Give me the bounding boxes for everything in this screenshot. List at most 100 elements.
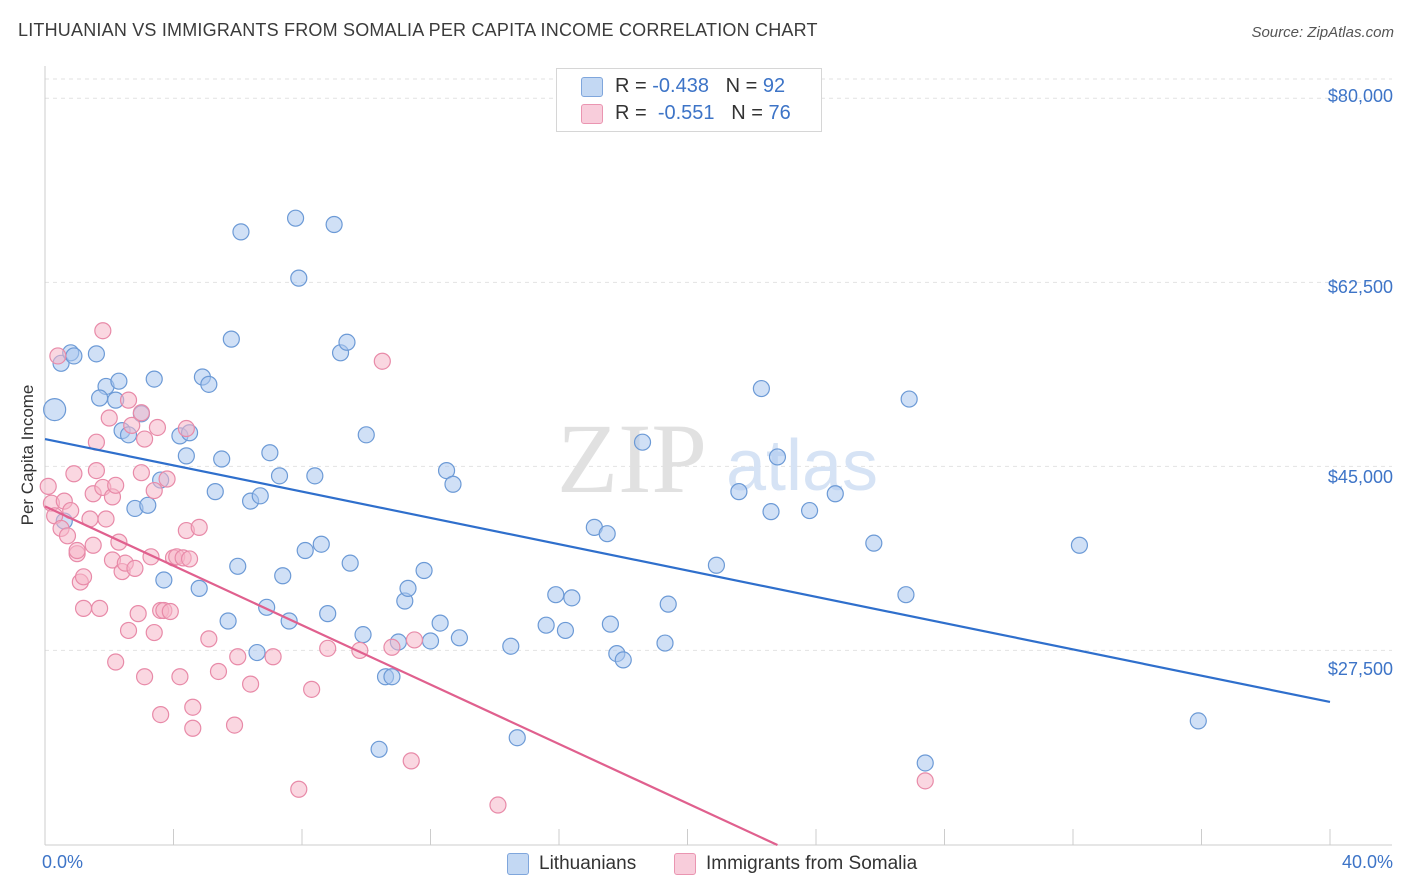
lithuanians-point	[248, 643, 266, 662]
y-tick-45000: $45,000	[1327, 467, 1393, 487]
stats-legend: R = -0.438 N = 92 R = -0.551 N = 76	[556, 68, 822, 132]
lithuanians-point	[897, 586, 915, 604]
lithuanians-point	[563, 589, 581, 607]
somalia-point	[145, 481, 163, 500]
lithuanians-point	[286, 209, 305, 227]
lithuanians-point	[1070, 536, 1089, 554]
lithuanians-point	[91, 389, 109, 407]
somalia-point	[200, 630, 218, 648]
somalia-point	[190, 518, 208, 536]
somalia-point	[405, 631, 424, 649]
somalia-point	[177, 419, 195, 438]
lithuanians-point	[338, 333, 356, 351]
somalia-point	[68, 541, 86, 560]
legend-r-2: -0.551	[657, 102, 715, 124]
chart-title: LITHUANIAN VS IMMIGRANTS FROM SOMALIA PE…	[18, 20, 818, 40]
lithuanians-point	[222, 330, 240, 348]
somalia-point	[180, 550, 199, 568]
legend-swatch-lithuanians	[507, 852, 529, 875]
lithuanians-point	[296, 541, 314, 560]
lithuanians-point	[190, 579, 208, 597]
somalia-point	[145, 623, 163, 642]
watermark-atlas: atlas	[726, 426, 878, 506]
somalia-point	[65, 465, 83, 483]
lithuanians-point	[43, 397, 67, 422]
legend-n-1: 92	[762, 75, 786, 97]
lithuanians-point	[229, 557, 247, 575]
legend-item-lithuanians: Lithuanians	[507, 852, 636, 876]
lithuanians-point	[354, 626, 372, 644]
legend-row-lithuanians: R = -0.438 N = 92	[581, 73, 785, 99]
lithuanians-point	[274, 567, 292, 585]
lithuanians-point	[656, 634, 674, 652]
source-note: Source: ZipAtlas.com	[1251, 24, 1394, 41]
somalia-point	[489, 796, 507, 814]
somalia-point	[39, 477, 57, 495]
somalia-point	[402, 752, 420, 770]
lithuanians-point	[155, 571, 173, 589]
lithuanians-point	[177, 447, 195, 465]
lithuanians-point	[219, 612, 237, 630]
somalia-point	[74, 599, 93, 617]
legend-swatch-somalia	[674, 852, 696, 875]
y-tick-62500: $62,500	[1327, 277, 1393, 297]
watermark-zip: ZIP	[557, 403, 707, 514]
lithuanians-point	[762, 503, 780, 521]
x-tick-min: 0.0%	[42, 852, 84, 872]
lithuanians-point	[139, 496, 157, 514]
lithuanians-point	[312, 535, 330, 553]
somalia-point	[229, 648, 247, 666]
somalia-point	[161, 602, 179, 621]
lithuanians-point	[800, 501, 819, 520]
somalia-point	[84, 536, 102, 554]
somalia-point	[373, 352, 391, 370]
lithuanians-point	[421, 632, 440, 650]
lithuanians-point	[601, 615, 620, 633]
somalia-points	[39, 322, 934, 814]
series-legend: Lithuanians Immigrants from Somalia	[0, 852, 1406, 878]
lithuanians-point	[826, 485, 844, 503]
somalia-point	[58, 527, 77, 545]
somalia-point	[123, 416, 141, 434]
lithuanians-point	[537, 616, 555, 634]
lithuanians-point	[87, 345, 106, 363]
legend-n-2: 76	[768, 102, 791, 124]
lithuanians-point	[431, 614, 449, 632]
legend-swatch-blue	[581, 76, 603, 97]
lithuanians-points	[43, 209, 1207, 772]
lithuanians-point	[341, 554, 359, 572]
y-tick-27500: $27,500	[1327, 659, 1393, 679]
lithuanians-point	[357, 426, 375, 444]
somalia-point	[135, 668, 154, 686]
lithuanians-point	[290, 269, 308, 287]
lithuanians-point	[370, 740, 388, 758]
lithuanians-point	[502, 637, 520, 655]
lithuanians-point	[508, 729, 526, 747]
somalia-point	[184, 719, 202, 737]
somalia-point	[132, 404, 150, 422]
lithuanians-point	[325, 215, 343, 234]
watermark: ZIP atlas	[557, 403, 878, 514]
lithuanians-point	[232, 223, 250, 241]
somalia-point	[91, 599, 109, 617]
somalia-point	[209, 662, 228, 681]
lithuanians-point	[251, 487, 269, 505]
somalia-point	[319, 639, 337, 657]
lithuanians-trend-line	[44, 437, 1331, 704]
somalia-point	[225, 716, 244, 734]
lithuanians-point	[707, 556, 726, 574]
lithuanians-point	[145, 370, 163, 388]
lithuanians-point	[633, 433, 652, 451]
somalia-point	[107, 653, 125, 671]
axes	[44, 66, 1392, 846]
lithuanians-point	[399, 579, 417, 597]
legend-r-1: -0.438	[652, 75, 709, 97]
lithuanians-point	[730, 483, 748, 501]
lithuanians-point	[865, 534, 883, 552]
somalia-point	[74, 568, 93, 586]
x-tick-max: 40.0%	[1341, 852, 1393, 872]
somalia-point	[132, 464, 150, 482]
lithuanians-point	[659, 595, 677, 613]
lithuanians-point	[444, 475, 462, 493]
